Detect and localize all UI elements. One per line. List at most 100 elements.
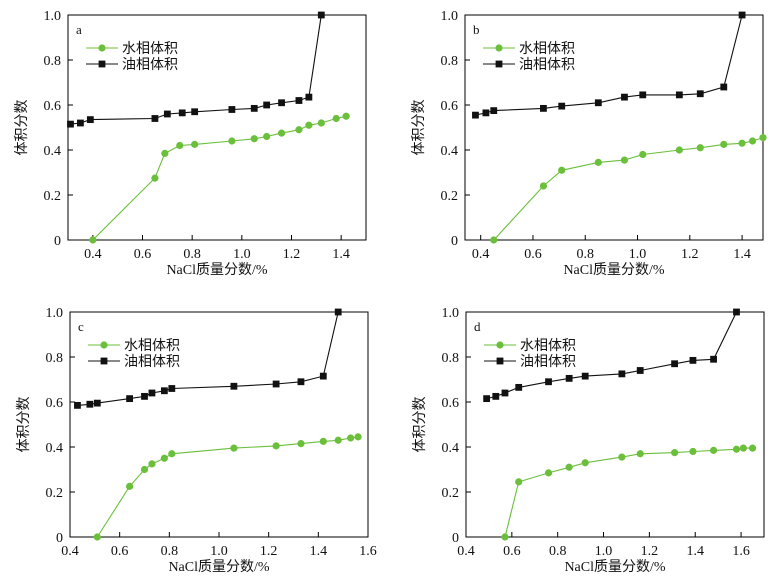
y-axis-label: 体积分数 [16, 397, 32, 453]
y-tick-label: 0.2 [442, 486, 460, 501]
data-point [168, 450, 176, 458]
y-tick-label: 0.2 [44, 189, 62, 204]
series-oil [472, 11, 746, 119]
data-point [332, 114, 340, 123]
data-point [739, 444, 747, 452]
x-tick-label: 1.0 [595, 544, 613, 559]
data-point [675, 146, 683, 154]
y-tick-label: 1.0 [441, 9, 459, 24]
data-point [636, 367, 644, 374]
y-tick-label: 0.6 [441, 99, 459, 114]
y-tick-label: 0.8 [46, 351, 64, 366]
data-point [733, 308, 740, 316]
chart-panel-a: 0.4 0.6 0.8 1.0 1.2 1.400.20.40.60.81.0NaCl质量… [14, 9, 367, 278]
series-water [490, 134, 767, 244]
data-point [297, 378, 305, 386]
data-point [272, 380, 280, 388]
data-point [272, 442, 280, 450]
legend-marker [495, 60, 503, 68]
data-point [230, 444, 238, 452]
legend-marker [496, 357, 504, 365]
data-point [472, 111, 479, 119]
data-point [297, 440, 305, 448]
data-point [163, 110, 171, 118]
legend-marker [495, 44, 503, 52]
y-tick-label: 1.0 [44, 9, 62, 24]
data-point [620, 156, 629, 164]
data-point [347, 434, 355, 442]
legend-marker [98, 44, 106, 52]
data-point [732, 445, 741, 453]
x-axis-label: NaCl质量分数/% [564, 559, 665, 575]
y-tick-label: 0.6 [442, 396, 460, 411]
plot-frame [69, 311, 369, 538]
data-point [720, 83, 728, 91]
y-tick-label: 0.6 [44, 99, 62, 114]
y-tick-label: 0.8 [441, 54, 459, 69]
panel-letter: c [78, 319, 84, 334]
plot-frame [464, 14, 764, 241]
y-tick-label: 0 [54, 234, 61, 249]
panel-letter: b [473, 22, 480, 37]
series-line [77, 311, 339, 406]
data-point [168, 385, 176, 392]
x-tick-label: 1.0 [210, 544, 228, 559]
series-line [493, 137, 764, 241]
data-point [490, 236, 498, 244]
data-point [675, 91, 683, 99]
x-tick-label: 0.4 [61, 544, 79, 559]
y-tick-label: 0.4 [44, 144, 62, 159]
y-tick-label: 0.8 [442, 351, 460, 366]
data-point [545, 378, 552, 386]
data-point [710, 355, 717, 363]
data-point [148, 389, 156, 397]
data-point [86, 400, 94, 408]
legend-label: 水相体积 [122, 41, 178, 57]
legend-marker [100, 341, 108, 349]
data-point [176, 141, 184, 150]
data-point [161, 149, 169, 157]
x-tick-label: 1.2 [260, 544, 278, 559]
data-point [278, 99, 285, 107]
data-point [540, 104, 547, 112]
data-point [515, 383, 523, 391]
data-point [151, 115, 159, 122]
data-point [581, 459, 589, 467]
data-point [140, 465, 149, 474]
y-tick-label: 1.0 [442, 306, 460, 321]
data-point [228, 106, 236, 113]
legend-item: 水相体积 [483, 41, 575, 57]
data-point [720, 140, 728, 148]
x-tick-label: 1.4 [733, 247, 751, 262]
y-tick-label: 0.6 [46, 396, 64, 411]
legend-label: 油相体积 [519, 57, 575, 73]
legend-label: 油相体积 [122, 57, 178, 73]
x-tick-label: 0.8 [161, 544, 179, 559]
data-point [492, 392, 500, 400]
series-line [92, 115, 347, 241]
data-point [671, 360, 678, 368]
legend-item: 油相体积 [483, 57, 575, 73]
x-tick-label: 0.6 [503, 544, 521, 559]
data-point [230, 382, 238, 390]
chart-panel-c: 0.4 0.6 0.8 1.0 1.2 1.4 1.600.20.40.60.81.0NaC… [16, 306, 377, 575]
x-tick-label: 0.4 [472, 247, 490, 262]
legend-label: 水相体积 [124, 338, 180, 354]
data-point [748, 444, 757, 452]
data-point [191, 108, 199, 116]
data-point [317, 11, 325, 19]
x-tick-label: 0.8 [183, 247, 201, 262]
data-point [558, 166, 566, 174]
y-tick-label: 0.4 [46, 441, 64, 456]
data-point [342, 112, 350, 120]
data-point [77, 119, 84, 127]
series-line [96, 436, 359, 538]
series-oil [483, 308, 740, 403]
data-point [501, 533, 509, 541]
legend-item: 油相体积 [86, 57, 178, 73]
x-axis-label: NaCl质量分数/% [166, 262, 267, 278]
data-point [89, 236, 97, 244]
x-tick-label: 1.4 [332, 247, 350, 262]
data-point [334, 436, 342, 444]
